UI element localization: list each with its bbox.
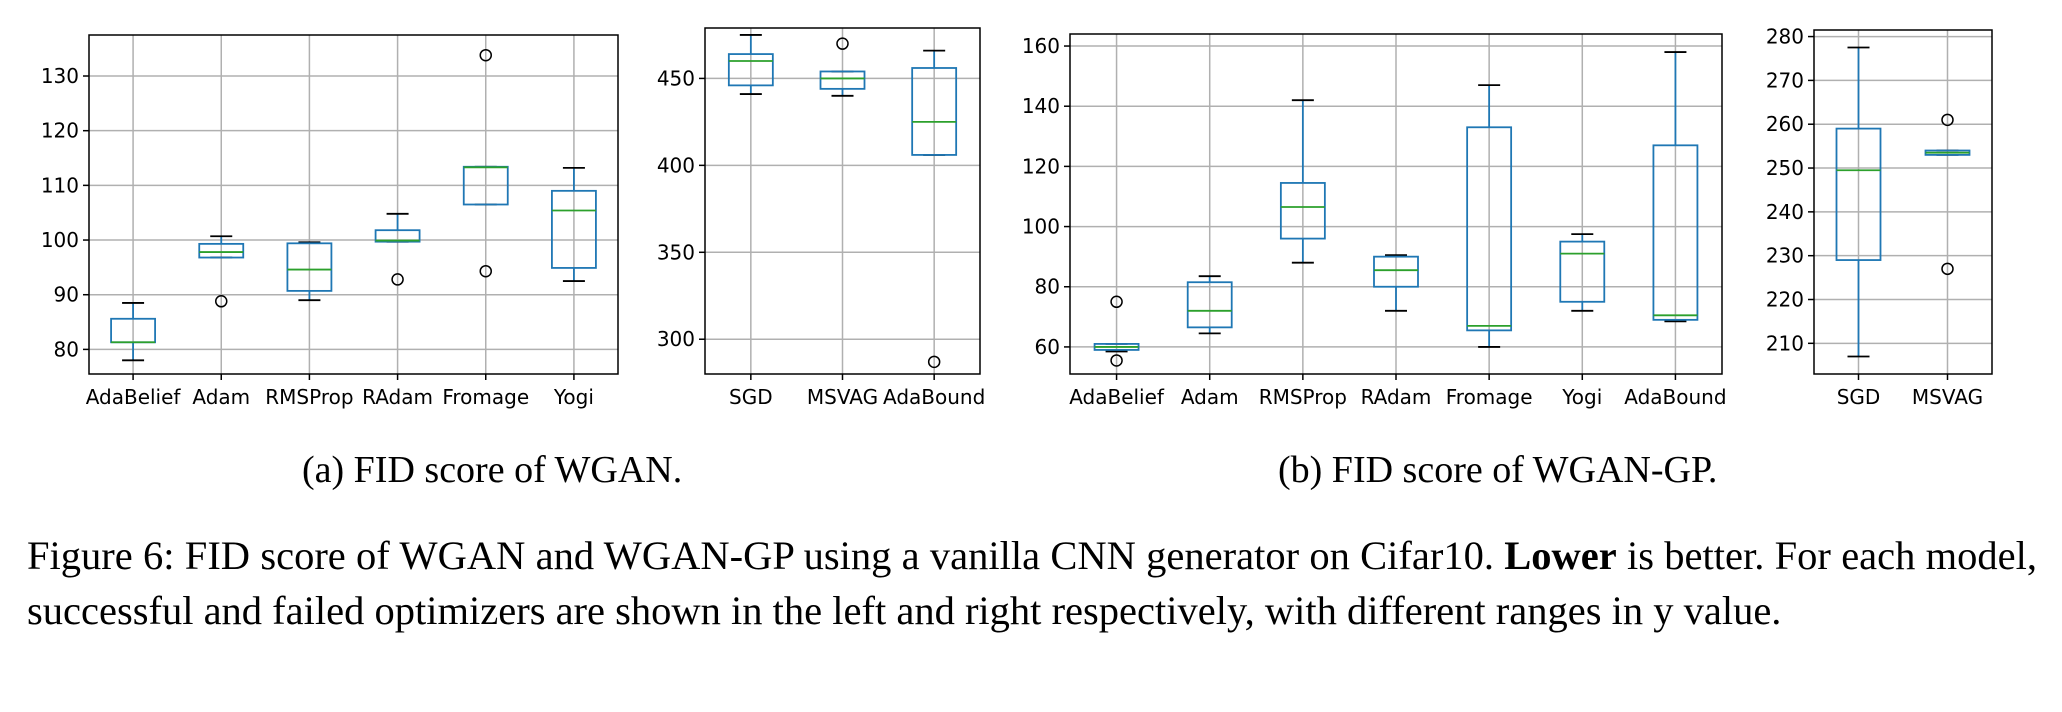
y-tick-label: 300 — [657, 327, 695, 351]
x-tick-label: Adam — [1181, 385, 1239, 409]
x-tick-label: RMSProp — [1259, 385, 1347, 409]
y-tick-label: 350 — [657, 240, 695, 264]
x-tick-label: SGD — [1837, 385, 1881, 409]
y-tick-label: 140 — [1022, 94, 1060, 118]
y-tick-label: 80 — [54, 337, 79, 361]
box-iqr — [198, 242, 245, 259]
y-tick-label: 80 — [1035, 275, 1060, 299]
x-tick-label: RMSProp — [265, 385, 353, 409]
outlier-point — [1110, 295, 1123, 309]
outlier-point — [391, 273, 404, 286]
caption-emphasis: Lower — [1504, 533, 1617, 578]
y-tick-label: 220 — [1766, 288, 1804, 312]
outlier-point — [479, 48, 492, 62]
plot-panel-a-successful: 80 90 100 110 120 130 AdaBelief Adam RMSProp RAda… — [41, 34, 619, 409]
caption-text-end: is better. For each model, successful an… — [27, 533, 2038, 633]
x-tick-label: MSVAG — [807, 385, 878, 409]
outlier-point — [1941, 262, 1954, 276]
x-tick-label: Yogi — [1561, 385, 1602, 409]
y-tick-label: 240 — [1766, 200, 1804, 224]
outlier-point — [479, 264, 492, 278]
x-tick-label: RAdam — [1361, 385, 1432, 409]
x-tick-label: Yogi — [553, 385, 594, 409]
y-tick-label: 280 — [1766, 25, 1804, 49]
y-tick-label: 60 — [1035, 335, 1060, 359]
box-iqr — [911, 67, 958, 156]
y-tick-label: 100 — [41, 228, 79, 252]
x-tick-label: SGD — [729, 385, 773, 409]
y-tick-label: 90 — [54, 283, 79, 307]
y-tick-label: 100 — [1022, 215, 1060, 239]
y-tick-label: 260 — [1766, 112, 1804, 136]
box-iqr — [286, 242, 333, 292]
y-tick-label: 110 — [41, 173, 79, 197]
y-tick-label: 250 — [1766, 156, 1804, 180]
plot-panel-a-failed: 300 350 400 450 SGD MSVAG AdaBound — [657, 27, 985, 409]
x-tick-label: AdaBelief — [86, 385, 182, 409]
x-tick-label: AdaBelief — [1069, 385, 1165, 409]
outlier-point — [215, 295, 228, 308]
box-iqr — [551, 189, 597, 269]
box-iqr — [1559, 240, 1606, 303]
y-tick-label: 450 — [657, 66, 695, 90]
box-iqr — [1466, 126, 1513, 332]
box-iqr — [1186, 281, 1233, 329]
box-iqr — [374, 229, 421, 243]
outlier-point — [1941, 113, 1954, 127]
y-tick-label: 230 — [1766, 244, 1804, 268]
figure-caption: Figure 6: FID score of WGAN and WGAN-GP … — [27, 528, 2037, 638]
y-tick-label: 210 — [1766, 331, 1804, 355]
subcaption-a: (a) FID score of WGAN. — [302, 449, 683, 491]
box-iqr — [819, 70, 866, 90]
x-tick-label: Fromage — [1446, 385, 1533, 409]
x-tick-label: MSVAG — [1912, 385, 1983, 409]
y-tick-label: 120 — [1022, 154, 1060, 178]
plot-panel-b-successful: 60 80 100 120 140 160 AdaBelief Adam RMSProp RAda… — [1022, 33, 1727, 409]
y-tick-label: 400 — [657, 153, 695, 177]
outlier-point — [836, 37, 849, 50]
axes-frame — [88, 34, 619, 375]
box-iqr — [727, 53, 774, 87]
plot-panel-b-failed: 210 220 230 240 250 260 270 280 SGD MSVAG — [1766, 25, 1993, 409]
x-tick-label: AdaBound — [883, 385, 985, 409]
box-iqr — [1835, 127, 1882, 261]
outlier-point — [1110, 354, 1123, 367]
axes-frame — [1813, 29, 1993, 375]
caption-text-start: Figure 6: FID score of WGAN and WGAN-GP … — [27, 533, 1505, 578]
figure-charts: 80 90 100 110 120 130 AdaBelief Adam RMSProp RAda… — [41, 25, 1993, 409]
box-iqr — [1652, 144, 1699, 321]
box-iqr — [1373, 255, 1419, 288]
y-tick-label: 270 — [1766, 68, 1804, 92]
x-tick-label: AdaBound — [1624, 385, 1726, 409]
x-tick-label: RAdam — [362, 385, 433, 409]
y-tick-label: 120 — [41, 119, 79, 143]
outlier-point — [927, 355, 941, 369]
y-tick-label: 130 — [41, 64, 79, 88]
y-tick-label: 160 — [1022, 34, 1060, 58]
subcaption-b: (b) FID score of WGAN-GP. — [1278, 449, 1718, 491]
x-tick-label: Adam — [192, 385, 250, 409]
box-iqr — [1279, 182, 1326, 240]
x-tick-label: Fromage — [442, 385, 529, 409]
